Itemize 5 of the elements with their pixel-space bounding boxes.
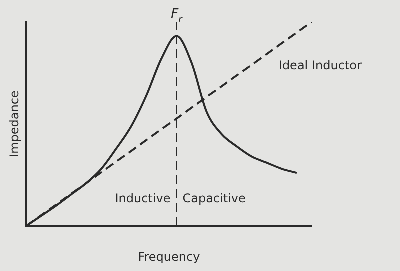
y-axis-title: Impedance [7,90,22,158]
x-axis-title: Frequency [138,250,200,264]
annotation: Capacitive [182,191,246,206]
series-label: Ideal Inductor [278,58,362,72]
annotation: Inductive [115,191,171,206]
